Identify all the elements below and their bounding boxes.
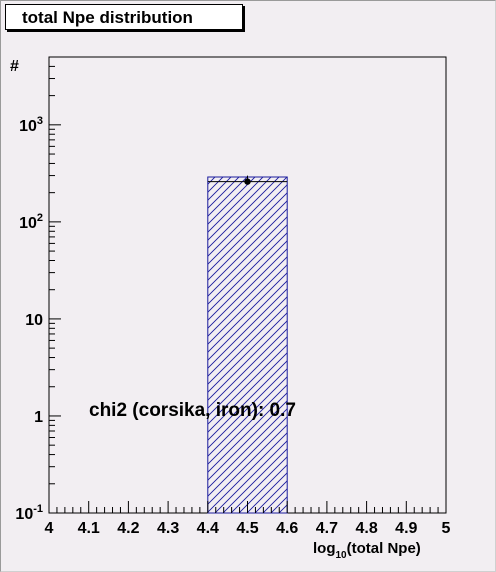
x-tick-label: 4.3 [157, 520, 179, 537]
y-axis-title: # [10, 58, 19, 75]
y-tick-label: 10-1 [15, 503, 43, 523]
x-tick-label: 5 [442, 520, 451, 537]
x-tick-label: 4.8 [355, 520, 377, 537]
x-tick-label: 4.4 [197, 520, 219, 537]
chart-title: total Npe distribution [5, 4, 243, 30]
x-tick-label: 4.9 [395, 520, 417, 537]
x-tick-label: 4.7 [316, 520, 338, 537]
x-tick-label: 4.2 [117, 520, 139, 537]
histogram-bar [207, 176, 288, 514]
x-tick-label: 4.1 [78, 520, 100, 537]
y-tick-label: 102 [19, 212, 43, 232]
y-tick-label: 103 [19, 115, 43, 135]
y-tick-label: 10 [25, 312, 43, 329]
x-tick-label: 4 [45, 520, 54, 537]
x-axis-title: log10(total Npe) [313, 540, 421, 561]
y-tick-label: 1 [34, 409, 43, 426]
chi2-annotation: chi2 (corsika, iron): 0.7 [89, 400, 296, 421]
x-tick-label: 4.6 [276, 520, 298, 537]
x-tick-label: 4.5 [236, 520, 258, 537]
data-point [244, 178, 251, 185]
